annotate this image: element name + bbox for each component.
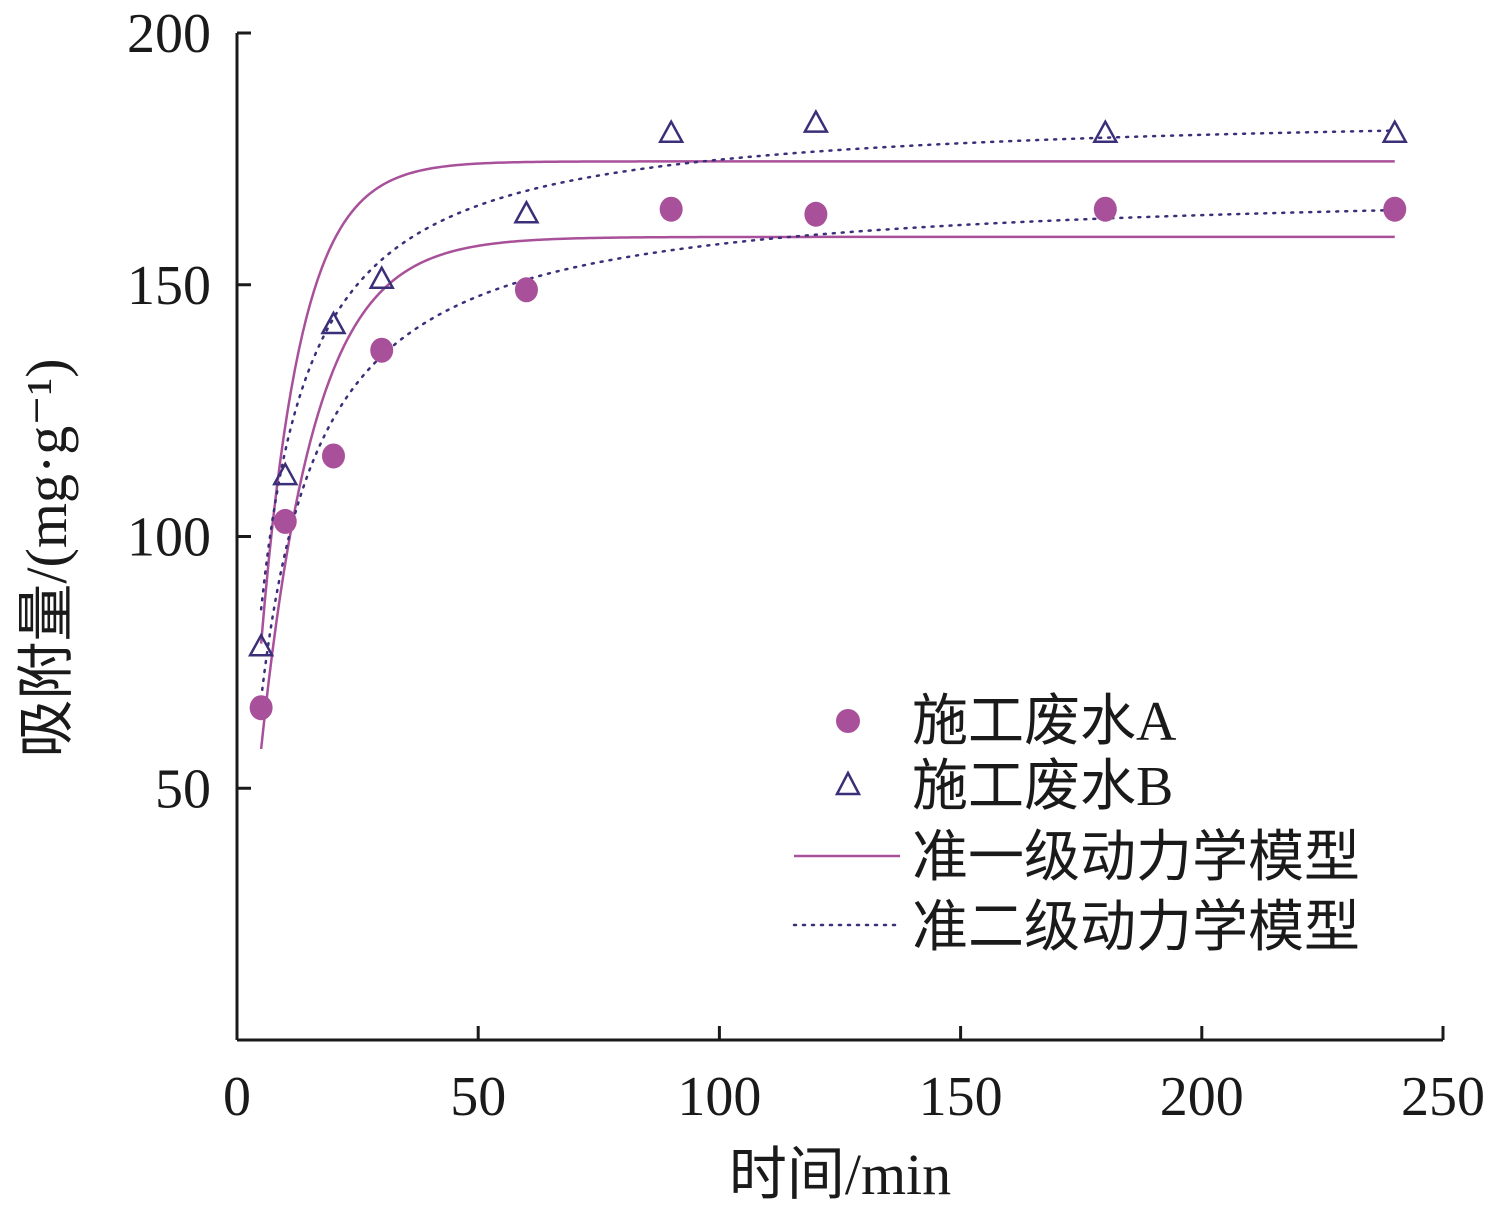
point-b	[320, 310, 347, 335]
point-a	[1383, 196, 1407, 222]
point-b	[248, 632, 275, 657]
point-a	[659, 196, 683, 222]
point-b	[368, 265, 395, 289]
pfo-fit-curve-a	[259, 235, 1395, 750]
x-tick-label: 200	[1160, 1066, 1244, 1128]
pso-fit-curve-a	[259, 208, 1397, 700]
x-tick-label: 150	[919, 1066, 1003, 1128]
legend-marker-a	[836, 709, 860, 733]
point-b	[1092, 119, 1119, 143]
point-a	[249, 695, 273, 721]
x-tick-label: 250	[1401, 1066, 1485, 1128]
ticks: 0 50 100 150 200 250 50 100 150 200	[127, 3, 1485, 1128]
fit-curves	[259, 129, 1397, 750]
point-b	[272, 461, 299, 486]
point-b	[658, 119, 685, 143]
legend-label-pfo: 准一级动力学模型	[912, 827, 1360, 889]
data-points	[248, 109, 1408, 721]
point-b	[513, 199, 540, 224]
legend-label-a: 施工废水A	[912, 691, 1177, 753]
point-a	[514, 277, 538, 303]
point-a	[804, 201, 828, 227]
legend-label-pso: 准二级动力学模型	[912, 897, 1360, 959]
point-a	[273, 508, 297, 534]
point-b	[802, 109, 829, 133]
legend-label-b: 施工废水B	[912, 756, 1173, 818]
point-a	[1093, 196, 1117, 222]
pfo-fit-curve-b	[259, 160, 1395, 644]
point-a	[321, 443, 345, 469]
y-tick-label: 200	[127, 3, 211, 65]
x-tick-label: 100	[677, 1066, 761, 1128]
pso-fit-curve-b	[259, 129, 1397, 611]
x-tick-label: 50	[450, 1066, 506, 1128]
x-axis-title: 时间/min	[729, 1142, 951, 1207]
y-axis-title: 吸附量/(mg·g⁻¹)	[14, 358, 79, 757]
y-tick-label: 50	[155, 758, 211, 820]
point-a	[370, 337, 394, 363]
legend-marker-b	[834, 770, 862, 796]
y-tick-label: 150	[127, 255, 211, 317]
y-tick-label: 100	[127, 507, 211, 569]
legend: 施工废水A 施工废水B 准一级动力学模型 准二级动力学模型	[792, 691, 1360, 959]
x-tick-label: 0	[223, 1066, 251, 1128]
point-b	[1381, 119, 1408, 143]
